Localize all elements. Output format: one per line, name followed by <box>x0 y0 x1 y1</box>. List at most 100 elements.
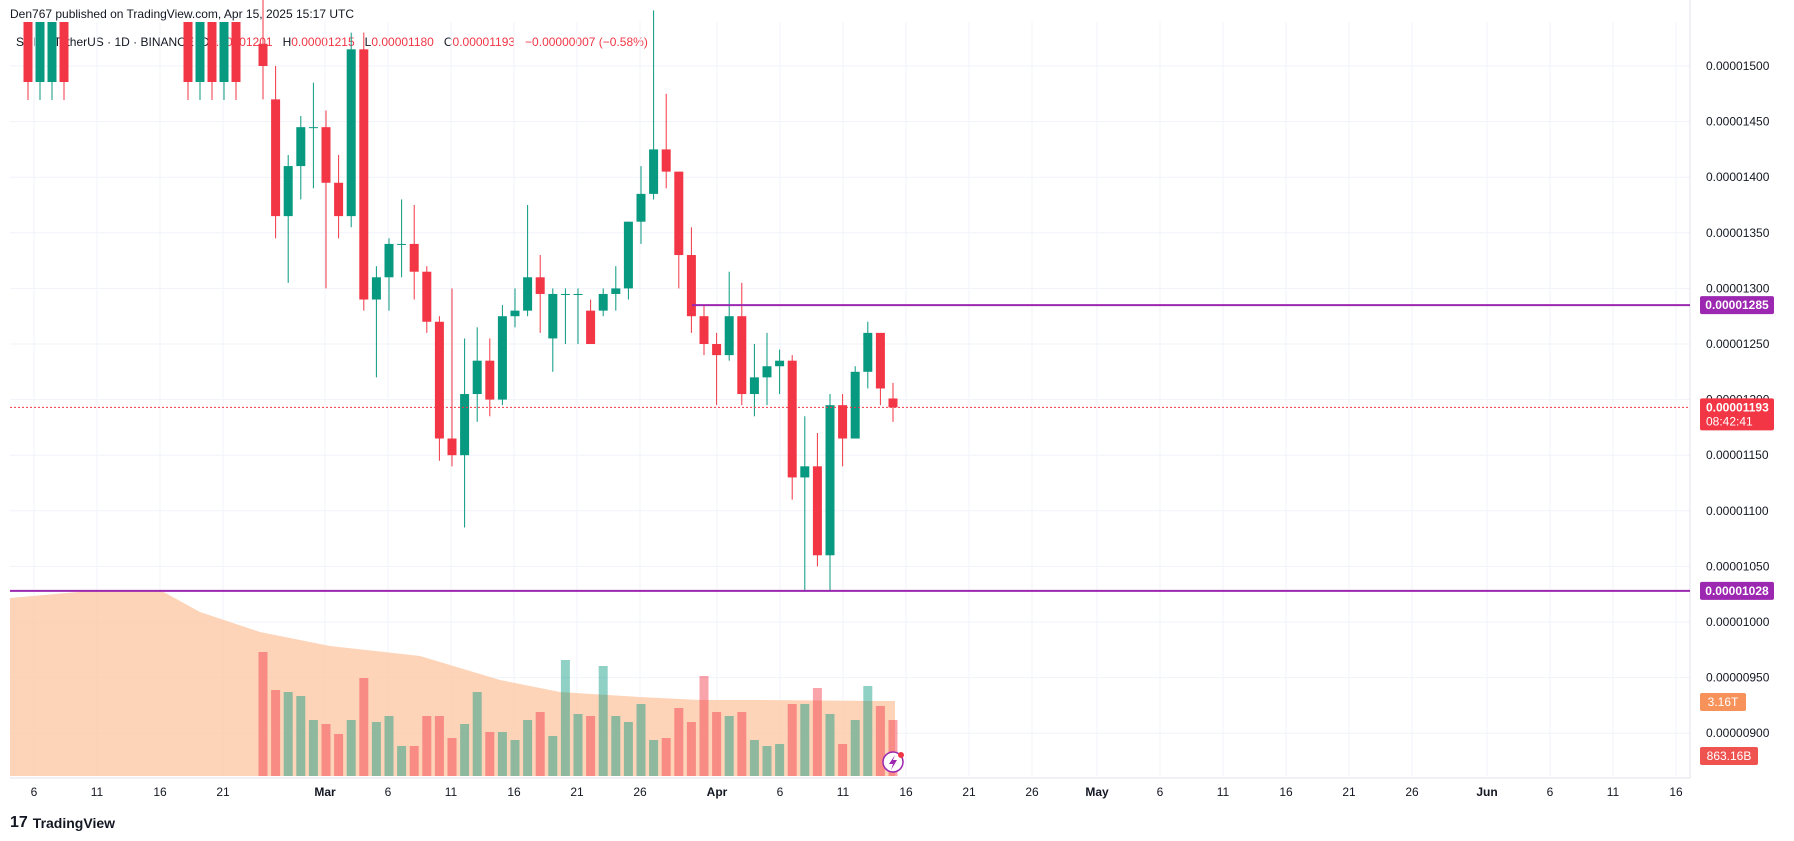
volume-bar <box>611 716 621 776</box>
volume-bar <box>271 690 281 776</box>
y-tick-label: 0.00000950 <box>1706 671 1770 685</box>
candle-body <box>712 344 722 356</box>
volume-bar <box>598 666 608 776</box>
y-tick-label: 0.00000900 <box>1706 726 1770 740</box>
candle-body <box>371 277 381 300</box>
volume-ma-tag <box>1700 693 1746 711</box>
candle-body <box>47 22 57 82</box>
volume-bar <box>737 712 747 776</box>
candle-body <box>485 360 495 400</box>
volume-bar <box>472 692 482 776</box>
candle-body <box>183 22 193 82</box>
volume-bar <box>838 744 848 776</box>
level-price-tag <box>1700 581 1774 600</box>
level-price-tag <box>1700 296 1774 315</box>
candle-body <box>422 271 432 322</box>
candle-body <box>775 360 785 367</box>
candle-body <box>661 149 671 172</box>
candle-body <box>321 127 331 183</box>
y-tick-label: 0.00001450 <box>1706 115 1770 129</box>
volume-bar <box>699 676 709 776</box>
candle-body <box>548 293 558 339</box>
candle-body <box>686 255 696 317</box>
tradingview-footer[interactable]: 17 TradingView <box>10 814 115 832</box>
volume-bar <box>321 724 331 776</box>
last-price-label: 0.00001193 <box>1706 400 1769 414</box>
low-value: 0.00001180 <box>371 35 434 49</box>
candle-body <box>838 405 848 439</box>
x-tick-label: 16 <box>507 785 521 799</box>
x-tick-label: 6 <box>31 785 38 799</box>
volume-bar <box>661 738 671 776</box>
candle-body <box>207 22 217 82</box>
volume-ma-area <box>10 590 895 776</box>
volume-bar <box>850 720 860 776</box>
x-tick-label: 21 <box>1342 785 1356 799</box>
candle-body <box>674 171 684 256</box>
x-tick-label: 11 <box>445 785 458 799</box>
candle-body <box>195 22 205 82</box>
candle-body <box>434 321 444 439</box>
candle-body <box>850 371 860 439</box>
volume-label: 863.16B <box>1707 749 1752 763</box>
volume-bar <box>485 732 495 776</box>
volume-bar <box>434 716 444 776</box>
candle-body <box>283 166 293 217</box>
volume-bar <box>649 740 659 776</box>
x-tick-label: 26 <box>1405 785 1419 799</box>
candle-body <box>762 366 772 378</box>
y-tick-label: 0.00001150 <box>1706 448 1769 462</box>
volume-bar <box>308 720 318 776</box>
publish-header: Den767 published on TradingView.com, Apr… <box>10 7 354 21</box>
candle-body <box>611 288 621 294</box>
x-tick-label: Mar <box>314 785 336 799</box>
close-label: C <box>443 35 453 49</box>
candle-body <box>636 193 646 222</box>
tradingview-brand: TradingView <box>32 815 116 831</box>
candle-body <box>724 316 734 356</box>
volume-bar <box>888 720 898 776</box>
volume-ma-label: 3.16T <box>1708 695 1739 709</box>
volume-bar <box>875 706 885 776</box>
candle-body <box>384 243 394 278</box>
volume-bar <box>800 704 810 776</box>
x-tick-label: 21 <box>216 785 230 799</box>
volume-bar <box>686 722 696 776</box>
volume-bar <box>724 716 734 776</box>
candle-body <box>271 99 281 217</box>
x-tick-label: 6 <box>385 785 392 799</box>
candle-body <box>23 22 33 82</box>
volume-bar <box>623 722 633 776</box>
candle-body <box>397 243 407 245</box>
candle-body <box>825 405 835 556</box>
y-tick-label: 0.00001100 <box>1706 504 1769 518</box>
publish-text: Den767 published on TradingView.com, Apr… <box>10 7 355 21</box>
volume-bar <box>812 688 822 776</box>
volume-bar <box>560 660 570 776</box>
volume-bar <box>586 716 596 776</box>
x-tick-label: 11 <box>1607 785 1620 799</box>
candle-body <box>334 182 344 217</box>
candle-body <box>308 127 318 129</box>
candle-body <box>787 360 797 478</box>
x-tick-label: 11 <box>837 785 850 799</box>
high-value: 0.00001215 <box>291 35 355 49</box>
y-tick-label: 0.00001350 <box>1706 226 1770 240</box>
y-tick-label: 0.00001400 <box>1706 170 1770 184</box>
candle-body <box>875 332 885 389</box>
candle-body <box>863 332 873 372</box>
candle-body <box>460 394 470 456</box>
volume-bar <box>712 712 722 776</box>
x-tick-label: 26 <box>633 785 647 799</box>
candle-body <box>535 277 545 294</box>
candle-body <box>560 293 570 295</box>
candle-body <box>800 466 810 478</box>
x-tick-label: 16 <box>153 785 167 799</box>
volume-bar <box>409 746 419 776</box>
candle-body <box>598 293 608 311</box>
candle-body <box>649 149 659 194</box>
tradingview-logo-icon: 17 <box>10 814 28 831</box>
candle-body <box>447 438 457 456</box>
candle-body <box>586 310 596 344</box>
